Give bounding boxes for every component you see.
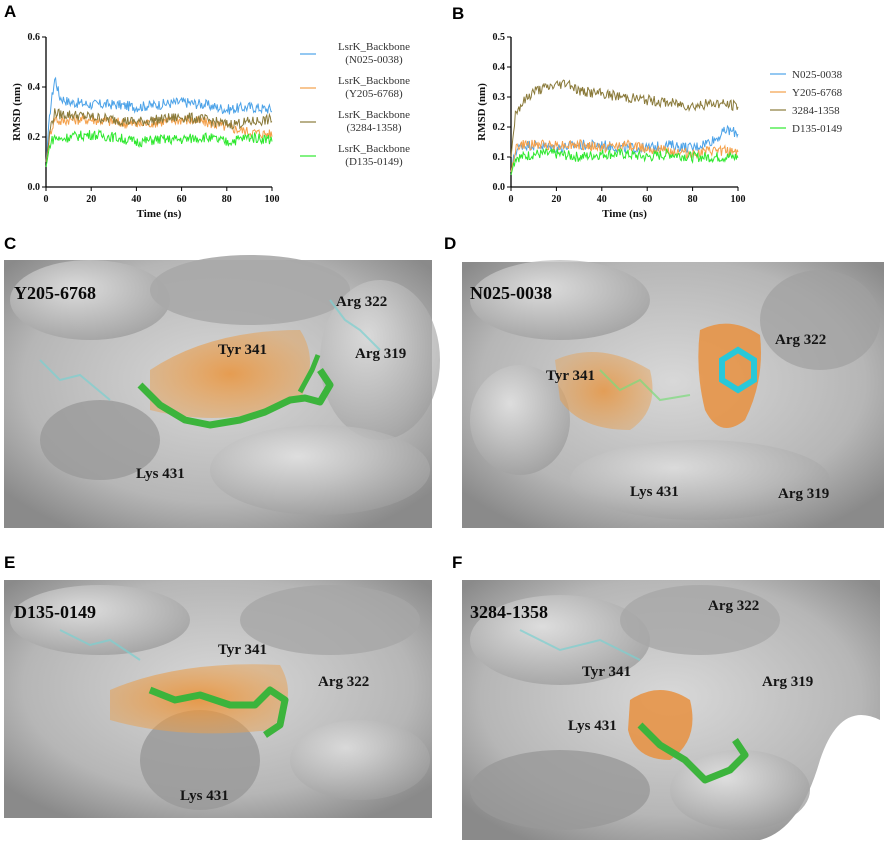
- residue-label-c-arg319: Arg 319: [355, 346, 406, 362]
- panel-label-d: D: [444, 234, 457, 253]
- residue-label-f-arg322: Arg 322: [708, 598, 759, 614]
- panel-label-b: B: [452, 4, 465, 23]
- panel-label-f: F: [452, 553, 463, 572]
- molecule-label-f: 3284-1358: [470, 602, 548, 622]
- residue-label-e-arg322: Arg 322: [318, 674, 369, 690]
- structure-e: D135-0149 Tyr 341 Arg 322 Lys 431: [4, 580, 432, 818]
- residue-label-d-arg319: Arg 319: [778, 486, 829, 502]
- residue-label-f-lys431: Lys 431: [568, 718, 617, 734]
- residue-label-c-arg322: Arg 322: [336, 294, 387, 310]
- panel-label-e: E: [4, 553, 16, 572]
- residue-label-d-lys431: Lys 431: [630, 484, 679, 500]
- molecule-label-c: Y205-6768: [14, 283, 96, 303]
- residue-label-c-lys431: Lys 431: [136, 466, 185, 482]
- structure-d: N025-0038 Tyr 341 Arg 322 Lys 431 Arg 31…: [462, 260, 884, 528]
- molecule-label-e: D135-0149: [14, 602, 96, 622]
- structure-c: Y205-6768 Tyr 341 Arg 322 Arg 319 Lys 43…: [4, 255, 440, 528]
- residue-label-d-arg322: Arg 322: [775, 332, 826, 348]
- molecule-label-d: N025-0038: [470, 283, 552, 303]
- panel-label-c: C: [4, 234, 17, 253]
- residue-label-f-arg319: Arg 319: [762, 674, 813, 690]
- residue-label-e-tyr341: Tyr 341: [218, 642, 267, 658]
- panel-label-a: A: [4, 2, 17, 21]
- residue-label-c-tyr341: Tyr 341: [218, 342, 267, 358]
- residue-label-f-tyr341: Tyr 341: [582, 664, 631, 680]
- residue-label-e-lys431: Lys 431: [180, 788, 229, 804]
- residue-label-d-tyr341: Tyr 341: [546, 368, 595, 384]
- structure-f: 3284-1358 Arg 322 Tyr 341 Arg 319 Lys 43…: [462, 578, 884, 840]
